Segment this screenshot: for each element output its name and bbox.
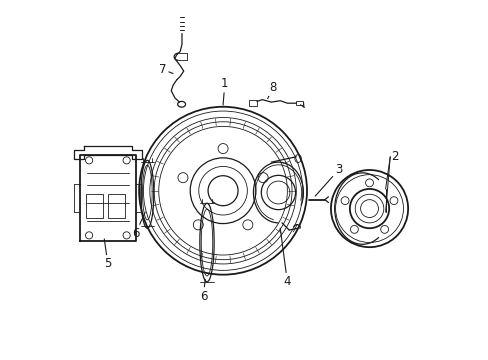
Text: 6: 6 — [132, 212, 145, 240]
Bar — [248, 100, 257, 106]
Bar — [296, 101, 302, 105]
Text: 3: 3 — [315, 163, 342, 196]
Text: 2: 2 — [390, 150, 397, 163]
Bar — [85, 194, 102, 217]
Text: 6: 6 — [199, 279, 207, 303]
Bar — [108, 194, 125, 217]
Text: 8: 8 — [267, 81, 276, 99]
Text: 5: 5 — [104, 239, 111, 270]
Text: 4: 4 — [280, 228, 290, 288]
Text: 1: 1 — [221, 77, 228, 105]
Text: 7: 7 — [158, 63, 173, 76]
